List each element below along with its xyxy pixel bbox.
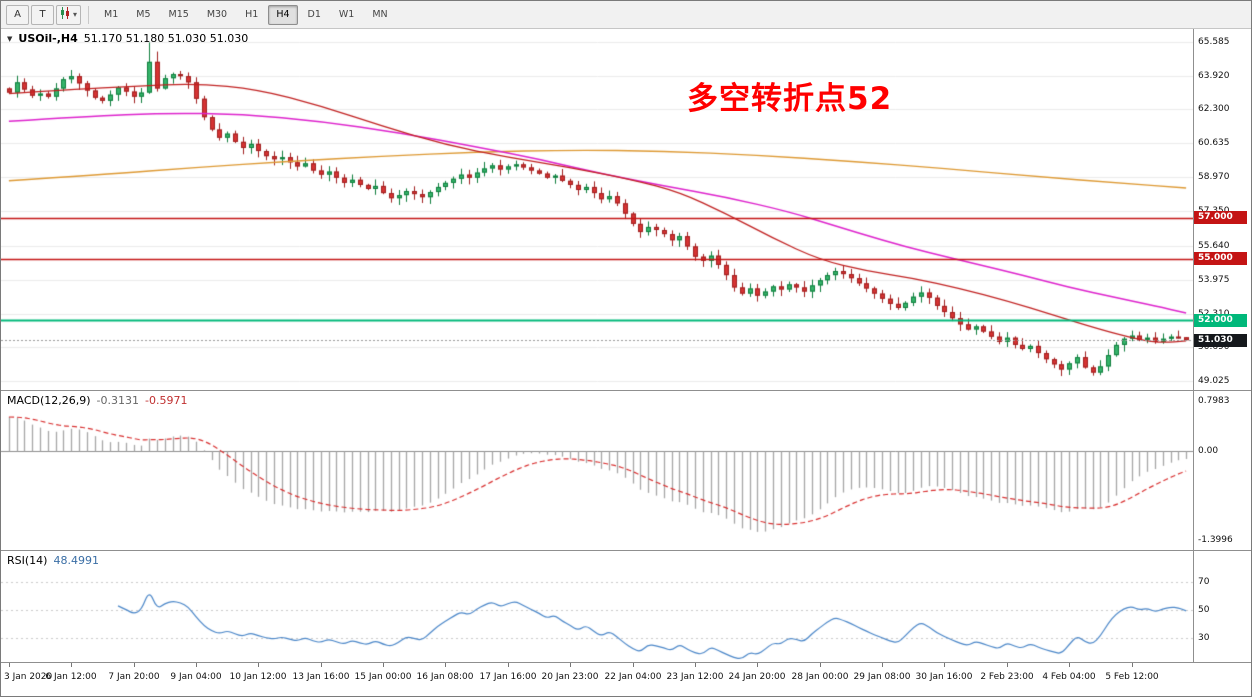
macd-signal-value: -0.5971 <box>145 394 188 407</box>
rsi-label: RSI(14) 48.4991 <box>7 554 99 567</box>
time-tick <box>757 663 758 667</box>
time-axis[interactable]: 3 Jan 2020 6 Jan 12:00 7 Jan 20:00 9 Jan 04… <box>1 663 1251 696</box>
price-axis[interactable]: 65.585 63.920 62.300 60.635 58.970 57.350 55.6… <box>1193 29 1251 390</box>
macd-panel: MACD(12,26,9) -0.3131 -0.5971 0.7983 0.00… <box>1 391 1251 551</box>
chevron-down-icon: ▾ <box>73 10 78 19</box>
price-axis-label: 50.690 <box>1198 342 1230 353</box>
time-axis-label: 20 Jan 23:00 <box>541 672 599 682</box>
time-axis-label: 24 Jan 20:00 <box>728 672 786 682</box>
macd-axis-label: 0.7983 <box>1198 395 1230 406</box>
time-axis-label: 30 Jan 16:00 <box>915 672 973 682</box>
time-tick <box>570 663 571 667</box>
macd-canvas[interactable] <box>1 391 1194 550</box>
macd-value: -0.3131 <box>96 394 140 407</box>
time-tick <box>134 663 135 667</box>
price-axis-label: 55.640 <box>1198 240 1230 251</box>
time-axis-label: 10 Jan 12:00 <box>229 672 287 682</box>
time-tick <box>508 663 509 667</box>
time-axis-label: 13 Jan 16:00 <box>292 672 350 682</box>
arrow-tool-button[interactable]: A <box>6 4 29 25</box>
time-tick <box>820 663 821 667</box>
candlestick-icon <box>60 7 71 22</box>
main-chart-panel: ▼ USOil-,H4 51.170 51.180 51.030 51.030 … <box>1 29 1251 391</box>
chart-title: ▼ USOil-,H4 51.170 51.180 51.030 51.030 <box>7 32 248 45</box>
timeframe-h4[interactable]: H4 <box>268 4 298 25</box>
rsi-canvas[interactable] <box>1 551 1194 662</box>
time-tick <box>944 663 945 667</box>
toolbar: A T ▾ M1 M5 M15 M30 H1 H4 D1 W1 MN <box>1 1 1251 29</box>
symbol-dropdown-icon: ▼ <box>7 35 13 43</box>
price-axis-label: 60.635 <box>1198 138 1230 149</box>
rsi-axis-label: 70 <box>1198 576 1210 587</box>
time-axis-label: 9 Jan 04:00 <box>170 672 222 682</box>
macd-axis-label: -1.3996 <box>1198 535 1233 546</box>
time-tick <box>9 663 10 667</box>
price-axis-label: 53.975 <box>1198 274 1230 285</box>
time-axis-label: 15 Jan 00:00 <box>354 672 412 682</box>
chart-ohlc-values: 51.170 51.180 51.030 51.030 <box>83 32 249 45</box>
price-axis-label: 49.025 <box>1198 376 1230 387</box>
time-tick <box>196 663 197 667</box>
time-tick <box>882 663 883 667</box>
time-tick <box>258 663 259 667</box>
time-axis-label: 22 Jan 04:00 <box>604 672 662 682</box>
time-axis-label: 5 Feb 12:00 <box>1105 672 1159 682</box>
toolbar-separator <box>88 5 90 24</box>
chart-symbol-timeframe: USOil-,H4 <box>18 32 78 45</box>
text-tool-button[interactable]: T <box>31 4 54 25</box>
time-axis-label: 16 Jan 08:00 <box>416 672 474 682</box>
macd-name: MACD(12,26,9) <box>7 394 91 407</box>
price-line-label: 57.000 <box>1194 211 1247 225</box>
rsi-axis-label: 30 <box>1198 633 1210 644</box>
time-axis-label: 4 Feb 04:00 <box>1042 672 1096 682</box>
time-tick <box>1007 663 1008 667</box>
timeframe-m5[interactable]: M5 <box>128 5 158 25</box>
time-tick <box>321 663 322 667</box>
time-axis-label: 7 Jan 20:00 <box>108 672 160 682</box>
macd-axis-label: 0.00 <box>1198 446 1219 457</box>
rsi-value: 48.4991 <box>53 554 99 567</box>
price-axis-label: 63.920 <box>1198 70 1230 81</box>
price-axis-label: 62.300 <box>1198 103 1230 114</box>
price-axis-label: 58.970 <box>1198 172 1230 183</box>
rsi-axis[interactable]: 70 50 30 <box>1193 551 1251 662</box>
price-axis-label: 65.585 <box>1198 36 1230 47</box>
rsi-name: RSI(14) <box>7 554 48 567</box>
time-axis-label: 17 Jan 16:00 <box>479 672 537 682</box>
time-axis-label: 28 Jan 00:00 <box>791 672 849 682</box>
price-axis-label: 57.350 <box>1198 206 1230 216</box>
timeframe-d1[interactable]: D1 <box>300 5 329 25</box>
timeframe-h1[interactable]: H1 <box>237 5 266 25</box>
timeframe-m15[interactable]: M15 <box>161 5 197 25</box>
time-tick <box>71 663 72 667</box>
rsi-panel: RSI(14) 48.4991 70 50 30 <box>1 551 1251 663</box>
time-tick <box>383 663 384 667</box>
time-axis-label: 29 Jan 08:00 <box>853 672 911 682</box>
timeframe-mn[interactable]: MN <box>364 5 395 25</box>
macd-label: MACD(12,26,9) -0.3131 -0.5971 <box>7 394 187 407</box>
annotation-text: 多空转折点52 <box>687 81 893 117</box>
price-line-label: 55.000 <box>1194 252 1247 266</box>
macd-axis[interactable]: 0.7983 0.00 -1.3996 <box>1193 391 1251 550</box>
timeframe-m30[interactable]: M30 <box>199 5 235 25</box>
chart-type-button[interactable]: ▾ <box>56 4 82 25</box>
timeframe-group: M1 M5 M15 M30 H1 H4 D1 W1 MN <box>95 4 397 25</box>
price-line-label: 52.000 <box>1194 313 1247 327</box>
time-axis-label: 6 Jan 12:00 <box>45 672 97 682</box>
time-axis-label: 3 Jan 2020 <box>4 672 53 682</box>
timeframe-w1[interactable]: W1 <box>331 5 362 25</box>
time-tick <box>1069 663 1070 667</box>
time-axis-label: 2 Feb 23:00 <box>980 672 1034 682</box>
time-tick <box>445 663 446 667</box>
time-tick <box>633 663 634 667</box>
time-tick <box>695 663 696 667</box>
time-tick <box>1132 663 1133 667</box>
time-axis-label: 23 Jan 12:00 <box>666 672 724 682</box>
rsi-axis-label: 50 <box>1198 605 1210 615</box>
timeframe-m1[interactable]: M1 <box>96 5 126 25</box>
price-chart-canvas[interactable] <box>1 29 1194 390</box>
price-line-label: 51.030 <box>1194 333 1247 347</box>
